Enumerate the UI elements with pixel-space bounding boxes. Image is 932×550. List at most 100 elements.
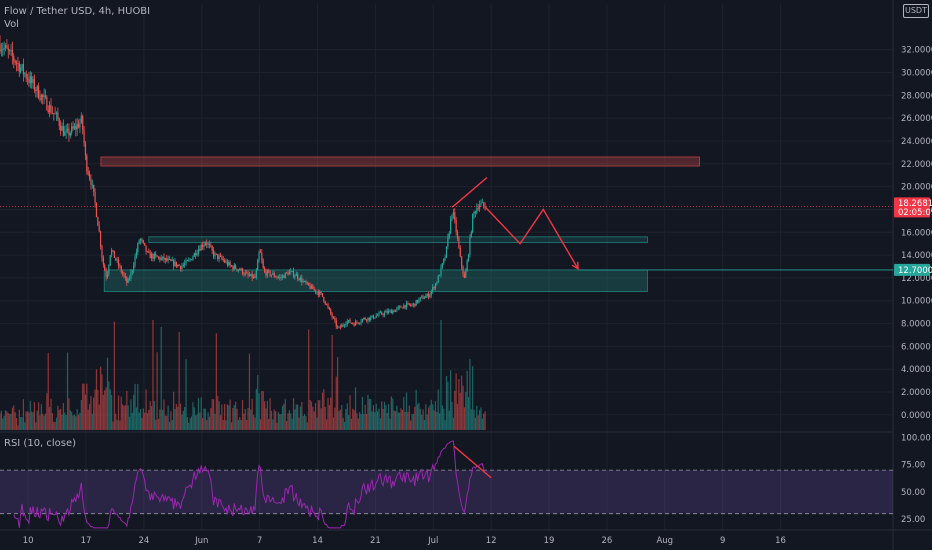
currency-badge[interactable]: USDT <box>903 4 929 18</box>
candle-body <box>314 289 317 293</box>
candle-body <box>292 271 295 277</box>
volume-bar <box>73 414 76 430</box>
candle-body <box>156 255 158 257</box>
volume-bar <box>94 389 96 430</box>
volume-bar <box>210 408 212 430</box>
candle-body <box>190 259 193 261</box>
candle-body <box>210 245 212 247</box>
volume-bar <box>69 410 71 430</box>
candle-body <box>390 310 392 314</box>
volume-bar <box>388 403 390 430</box>
volume-bar <box>290 413 292 430</box>
volume-bar <box>32 412 34 430</box>
volume-bar <box>262 391 264 430</box>
candle-body <box>218 255 220 259</box>
candle-body <box>130 272 132 279</box>
candle-body <box>334 317 336 321</box>
projection-arrowhead <box>571 261 579 271</box>
volume-bar <box>138 412 140 430</box>
candle-body <box>49 104 51 113</box>
volume-bar <box>483 413 485 430</box>
volume-bar <box>276 422 278 430</box>
volume-bar <box>334 407 336 430</box>
candle-body <box>235 265 237 269</box>
volume-bar <box>182 410 184 430</box>
candle-body <box>412 303 415 305</box>
candle-body <box>346 321 348 325</box>
candle-body <box>470 232 472 237</box>
candle-body <box>36 85 38 92</box>
volume-bar <box>379 418 381 430</box>
volume-bar <box>343 421 346 430</box>
volume-bar <box>407 412 409 430</box>
volume-bar <box>261 391 263 430</box>
candle-body <box>196 253 198 256</box>
candle-body <box>86 155 88 172</box>
volume-bar <box>375 403 377 430</box>
volume-bar <box>222 419 224 430</box>
volume-bar <box>122 404 124 430</box>
volume-bar <box>421 414 423 430</box>
candle-body <box>206 243 208 245</box>
candle-body <box>341 324 343 328</box>
candle-body <box>320 291 322 294</box>
volume-bar <box>184 407 186 430</box>
candle-body <box>208 243 211 246</box>
volume-bar <box>248 353 251 430</box>
candle-body <box>228 262 230 266</box>
candle-body <box>481 202 483 204</box>
volume-bar <box>229 399 231 430</box>
candle-body <box>167 258 169 261</box>
time-tick-label: 24 <box>138 536 149 546</box>
volume-bar <box>95 369 98 430</box>
volume-bar <box>36 410 38 430</box>
volume-bar <box>178 331 180 430</box>
volume-bar <box>345 409 347 430</box>
candle-body <box>177 264 179 267</box>
candle-body <box>299 277 302 281</box>
volume-bar <box>422 409 424 430</box>
volume-bar <box>35 422 37 430</box>
candle-body <box>328 307 330 310</box>
volume-bar <box>275 411 277 430</box>
price-tick-label: 4.0000 <box>901 365 931 375</box>
candle-body <box>451 214 453 219</box>
volume-bar <box>166 415 168 430</box>
volume-bar <box>360 414 362 430</box>
candle-body <box>43 95 45 98</box>
candle-body <box>370 317 372 321</box>
candle-body <box>95 202 98 217</box>
volume-bar <box>43 415 45 430</box>
candle-body <box>100 231 102 247</box>
candle-body <box>476 208 478 214</box>
volume-bar <box>456 403 459 430</box>
volume-bar <box>17 425 19 430</box>
candle-body <box>452 212 454 215</box>
volume-bar <box>363 414 365 430</box>
candle-body <box>54 113 56 115</box>
candle-body <box>405 303 408 308</box>
volume-bar <box>342 417 344 430</box>
volume-bar <box>317 400 319 430</box>
volume-bar <box>335 376 337 430</box>
candle-body <box>290 271 292 273</box>
candle-body <box>365 319 368 321</box>
volume-bar <box>11 407 14 430</box>
volume-bar <box>139 408 142 430</box>
candle-body <box>197 249 200 254</box>
volume-bar <box>403 396 405 430</box>
volume-bar <box>312 406 314 430</box>
candle-body <box>279 277 281 278</box>
candle-body <box>152 254 154 259</box>
candle-body <box>388 310 390 314</box>
candle-body <box>73 126 76 129</box>
volume-bar <box>127 405 129 430</box>
candle-body <box>313 289 315 290</box>
candle-body <box>257 259 259 271</box>
volume-bar <box>226 404 228 430</box>
candle-body <box>224 260 226 263</box>
candle-body <box>10 49 12 51</box>
volume-bar <box>155 419 157 430</box>
candle-body <box>42 94 44 98</box>
